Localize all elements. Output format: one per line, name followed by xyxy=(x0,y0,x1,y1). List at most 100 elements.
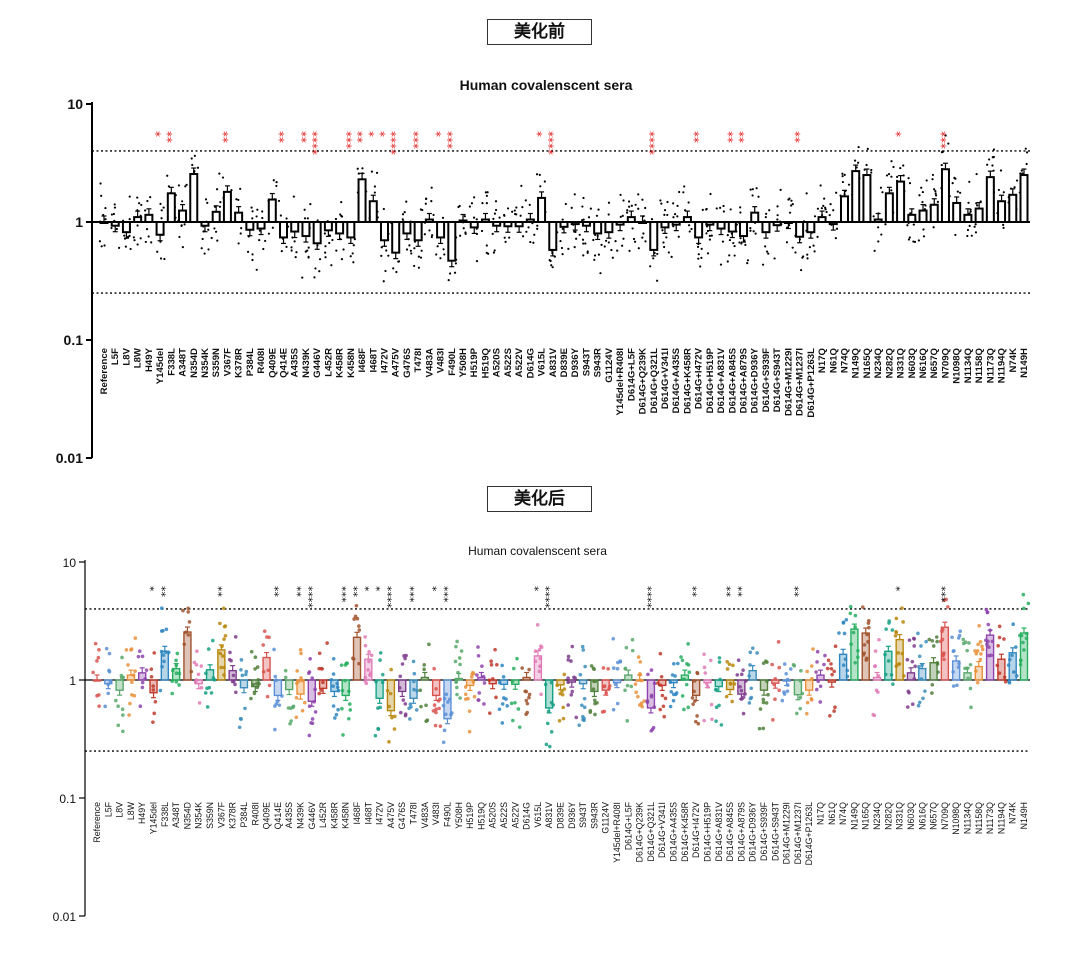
data-point xyxy=(303,217,307,220)
data-point xyxy=(493,249,496,252)
bar xyxy=(828,221,838,226)
data-point xyxy=(837,631,841,635)
data-point xyxy=(805,711,809,716)
bar xyxy=(189,173,199,223)
data-point xyxy=(918,194,921,197)
data-point xyxy=(829,666,834,671)
data-point xyxy=(686,705,691,710)
data-point xyxy=(564,202,567,206)
data-point xyxy=(218,621,222,626)
data-point xyxy=(494,200,498,203)
bar xyxy=(793,679,803,696)
data-point xyxy=(130,680,134,685)
data-point xyxy=(912,637,917,641)
category-label: N17Q xyxy=(816,802,826,825)
data-point xyxy=(761,263,765,266)
data-point xyxy=(751,194,754,197)
data-point xyxy=(364,681,369,686)
data-point xyxy=(776,640,781,644)
data-point xyxy=(307,671,311,676)
data-point xyxy=(132,236,135,239)
data-point xyxy=(622,237,625,240)
data-point xyxy=(511,666,516,671)
data-point xyxy=(439,257,442,260)
data-point xyxy=(539,185,542,188)
category-label: D614G+A435S xyxy=(671,347,682,413)
data-point xyxy=(913,240,917,243)
data-point xyxy=(833,644,838,649)
category-label: D614G+M1229I xyxy=(783,348,794,416)
data-point xyxy=(887,619,892,623)
bar xyxy=(375,679,384,699)
data-point xyxy=(661,704,666,709)
data-point xyxy=(418,688,423,693)
significance-stars: *** xyxy=(408,586,421,603)
data-point xyxy=(580,644,585,649)
data-point xyxy=(977,624,981,628)
data-point xyxy=(239,717,243,721)
data-point xyxy=(702,718,706,723)
data-point xyxy=(739,672,744,677)
bar xyxy=(211,210,221,223)
category-label: I468F xyxy=(352,801,362,824)
data-point xyxy=(511,210,514,213)
data-point xyxy=(459,649,464,653)
data-point xyxy=(324,256,327,259)
data-point xyxy=(218,172,221,175)
data-point xyxy=(582,254,585,257)
data-point xyxy=(597,208,600,211)
data-point xyxy=(275,184,278,188)
significance-stars: ** xyxy=(355,131,369,143)
data-point xyxy=(363,643,368,648)
data-point xyxy=(890,628,895,632)
data-point xyxy=(272,179,275,182)
data-point xyxy=(601,666,606,670)
data-point xyxy=(557,718,562,723)
y-tick-label: 10 xyxy=(63,556,77,570)
data-point xyxy=(254,681,259,686)
data-point xyxy=(625,211,629,214)
data-point xyxy=(398,674,403,679)
data-point xyxy=(890,175,893,178)
data-point xyxy=(306,217,309,220)
data-point xyxy=(433,723,438,728)
data-point xyxy=(464,232,467,235)
bar xyxy=(862,174,872,223)
data-point xyxy=(767,252,770,255)
data-point xyxy=(98,240,102,243)
data-point xyxy=(373,185,377,188)
data-point xyxy=(835,191,838,194)
data-point xyxy=(407,706,411,711)
data-point xyxy=(321,680,325,685)
data-point xyxy=(728,238,732,242)
data-point xyxy=(414,708,419,712)
bar xyxy=(194,679,203,685)
data-point xyxy=(162,659,166,664)
data-point xyxy=(581,205,584,208)
significance-stars: * xyxy=(374,586,387,592)
data-point xyxy=(695,714,699,718)
data-point xyxy=(113,206,117,209)
bar xyxy=(488,679,497,685)
data-point xyxy=(722,210,725,213)
category-label: N149H xyxy=(1019,348,1030,378)
data-point xyxy=(525,230,528,233)
data-point xyxy=(410,252,413,255)
data-point xyxy=(975,680,980,685)
data-point xyxy=(761,697,766,702)
data-point xyxy=(799,668,803,673)
bar xyxy=(963,213,973,224)
data-point xyxy=(959,191,962,194)
data-point xyxy=(676,215,679,218)
data-point xyxy=(621,244,624,247)
category-label: G446V xyxy=(312,347,323,377)
bar xyxy=(601,679,610,691)
bar xyxy=(267,198,277,224)
data-point xyxy=(992,169,995,172)
data-point xyxy=(333,716,337,720)
data-point xyxy=(151,688,156,692)
data-point xyxy=(366,668,370,672)
data-point xyxy=(611,636,616,641)
data-point xyxy=(695,670,699,675)
significance-stars: **** xyxy=(310,131,324,155)
